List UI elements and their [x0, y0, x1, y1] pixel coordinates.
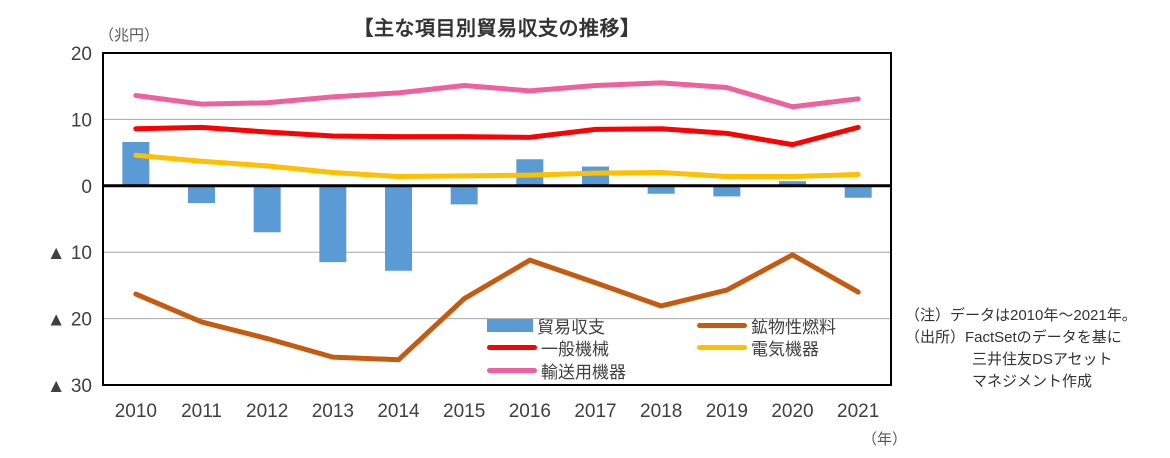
- note-line-3: 三井住友DSアセット: [972, 351, 1113, 368]
- y-axis-unit-label: （兆円）: [99, 27, 160, 44]
- chart-title: 【主な項目別貿易収支の推移】: [353, 18, 641, 40]
- x-tick-label-2015: 2015: [443, 401, 485, 422]
- x-axis-unit-label: （年）: [862, 431, 908, 448]
- y-tick-label-0: 0: [81, 177, 92, 198]
- x-tick-label-2013: 2013: [312, 401, 354, 422]
- x-tick-label-2019: 2019: [706, 401, 748, 422]
- x-tick-label-2010: 2010: [115, 401, 157, 422]
- y-tick-label--20: ▲ 20: [47, 310, 92, 331]
- bar-trade-balance-2021: [844, 185, 872, 198]
- note-line-2: （出所）FactSetのデータを基に: [905, 329, 1122, 346]
- x-tick-label-2016: 2016: [509, 401, 551, 422]
- bar-trade-balance-2017: [582, 166, 609, 186]
- note-line-4: マネジメント作成: [972, 373, 1093, 390]
- bar-trade-balance-2011: [188, 185, 215, 204]
- bar-trade-balance-2010: [122, 141, 150, 186]
- note-line-1: （注）データは2010年～2021年。: [905, 307, 1137, 324]
- bar-trade-balance-2019: [713, 185, 741, 197]
- bar-trade-balance-2018: [647, 185, 675, 194]
- plot-border: [102, 52, 892, 386]
- bar-trade-balance-2012: [253, 185, 281, 233]
- x-tick-label-2018: 2018: [640, 401, 682, 422]
- bar-trade-balance-2014: [385, 185, 412, 271]
- bar-trade-balance-2020: [779, 181, 806, 186]
- source-note: （注）データは2010年～2021年。 （出所）FactSetのデータを基に 三…: [905, 305, 1167, 393]
- x-tick-label-2021: 2021: [837, 401, 879, 422]
- y-tick-label-20: 20: [71, 44, 92, 65]
- x-tick-label-2011: 2011: [181, 401, 222, 422]
- line-transport-equipment: [133, 80, 861, 110]
- x-tick-label-2014: 2014: [377, 401, 420, 422]
- x-tick-label-2020: 2020: [771, 401, 813, 422]
- y-tick-label--30: ▲ 30: [47, 376, 92, 397]
- bar-trade-balance-2015: [450, 185, 478, 205]
- line-electrical-equipment: [133, 152, 861, 180]
- bar-trade-balance-2013: [319, 185, 347, 263]
- y-tick-label--10: ▲ 10: [47, 243, 92, 264]
- x-tick-label-2017: 2017: [574, 401, 616, 422]
- line-mineral-fuels: [133, 252, 861, 363]
- x-tick-label-2012: 2012: [246, 401, 288, 422]
- line-general-machinery: [133, 124, 861, 148]
- y-tick-label-10: 10: [71, 110, 92, 131]
